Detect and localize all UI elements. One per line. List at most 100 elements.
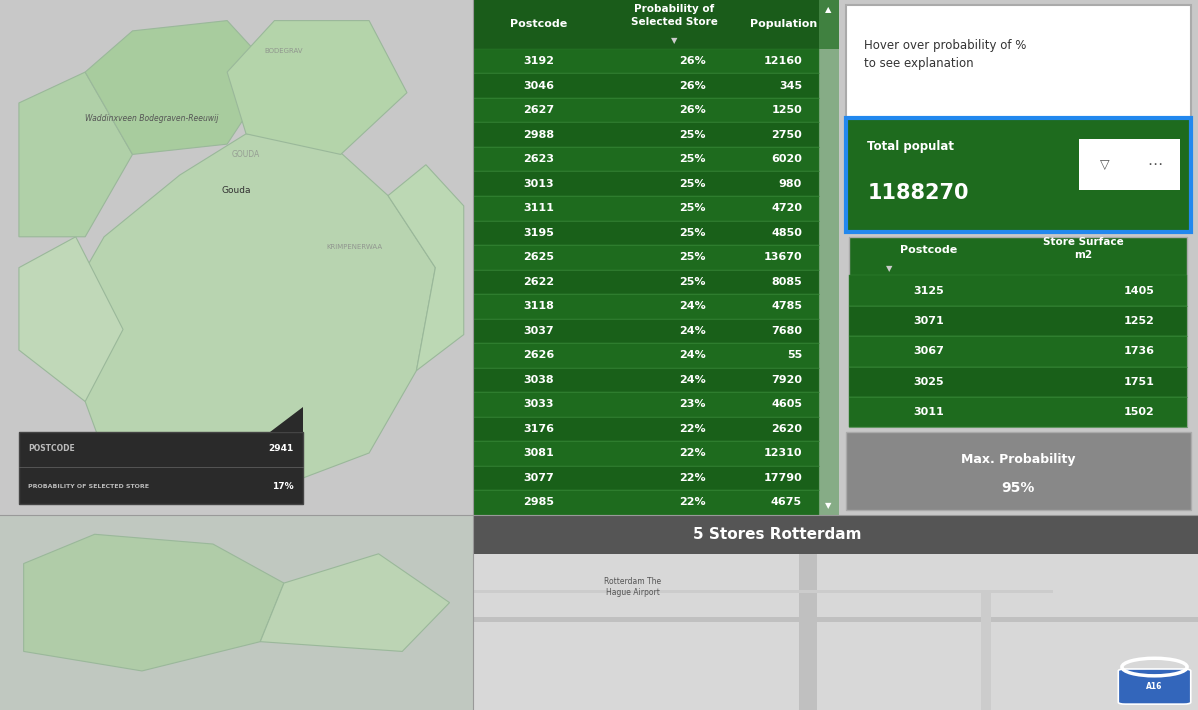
Polygon shape: [85, 21, 274, 154]
FancyBboxPatch shape: [818, 0, 839, 515]
FancyBboxPatch shape: [849, 275, 1187, 306]
FancyBboxPatch shape: [473, 122, 818, 147]
FancyBboxPatch shape: [473, 515, 1198, 554]
FancyBboxPatch shape: [849, 336, 1187, 366]
Text: 3071: 3071: [913, 316, 944, 326]
Text: 1736: 1736: [1124, 346, 1155, 356]
FancyBboxPatch shape: [849, 397, 1187, 427]
Text: Max. Probability: Max. Probability: [961, 453, 1076, 466]
Text: 17%: 17%: [272, 482, 294, 491]
Text: 6020: 6020: [772, 154, 803, 164]
FancyBboxPatch shape: [473, 221, 818, 245]
Polygon shape: [388, 165, 464, 371]
FancyBboxPatch shape: [846, 432, 1191, 510]
Text: 3195: 3195: [524, 228, 555, 238]
Text: 2620: 2620: [772, 424, 803, 434]
FancyBboxPatch shape: [473, 245, 818, 270]
Text: 3125: 3125: [913, 285, 944, 295]
Text: ▲: ▲: [825, 5, 831, 14]
Text: 95%: 95%: [1002, 481, 1035, 495]
Polygon shape: [0, 515, 473, 710]
Text: 4720: 4720: [772, 203, 803, 213]
Text: 3067: 3067: [913, 346, 944, 356]
FancyBboxPatch shape: [849, 236, 1187, 427]
Text: 2750: 2750: [772, 130, 803, 140]
Polygon shape: [56, 133, 435, 494]
FancyBboxPatch shape: [473, 343, 818, 368]
Text: 3046: 3046: [524, 81, 555, 91]
Text: ▼: ▼: [671, 36, 677, 45]
Text: 3038: 3038: [524, 375, 555, 385]
FancyBboxPatch shape: [473, 368, 818, 392]
FancyBboxPatch shape: [1079, 139, 1130, 190]
FancyBboxPatch shape: [473, 392, 818, 417]
Text: 2985: 2985: [524, 498, 555, 508]
FancyBboxPatch shape: [473, 196, 818, 221]
Text: 1405: 1405: [1124, 285, 1155, 295]
FancyBboxPatch shape: [473, 73, 818, 98]
Text: 22%: 22%: [679, 449, 706, 459]
Text: 25%: 25%: [679, 179, 706, 189]
Text: 2941: 2941: [268, 444, 294, 453]
Polygon shape: [260, 554, 449, 652]
FancyBboxPatch shape: [849, 306, 1187, 336]
Text: Rotterdam The
Hague Airport: Rotterdam The Hague Airport: [604, 577, 661, 597]
Text: 2625: 2625: [524, 252, 555, 262]
FancyBboxPatch shape: [473, 98, 818, 122]
Text: 25%: 25%: [679, 252, 706, 262]
Text: A16: A16: [1146, 682, 1163, 691]
FancyBboxPatch shape: [473, 319, 818, 343]
Text: 24%: 24%: [679, 301, 706, 312]
Text: 4785: 4785: [772, 301, 803, 312]
Text: Population: Population: [750, 19, 817, 29]
Text: 3077: 3077: [524, 473, 555, 483]
Text: GOUDA: GOUDA: [232, 150, 260, 159]
Text: 2626: 2626: [524, 350, 555, 361]
FancyBboxPatch shape: [473, 0, 839, 49]
Text: 25%: 25%: [679, 277, 706, 287]
FancyBboxPatch shape: [1130, 139, 1180, 190]
FancyBboxPatch shape: [980, 593, 992, 710]
Text: 2623: 2623: [524, 154, 555, 164]
Text: 5 Stores Rotterdam: 5 Stores Rotterdam: [694, 527, 861, 542]
Polygon shape: [19, 236, 123, 401]
Text: 1502: 1502: [1124, 407, 1155, 417]
Text: 3081: 3081: [524, 449, 555, 459]
Text: 7680: 7680: [772, 326, 803, 336]
Text: 2622: 2622: [524, 277, 555, 287]
Polygon shape: [228, 21, 407, 154]
FancyBboxPatch shape: [473, 270, 818, 294]
Text: Gouda: Gouda: [222, 186, 252, 195]
Text: ▼: ▼: [885, 264, 893, 273]
FancyBboxPatch shape: [799, 554, 817, 710]
Text: 22%: 22%: [679, 473, 706, 483]
Text: POSTCODE: POSTCODE: [29, 444, 75, 453]
FancyBboxPatch shape: [473, 49, 818, 73]
Text: 12160: 12160: [763, 56, 803, 66]
Text: Waddinxveen Bodegraven-Reeuwij: Waddinxveen Bodegraven-Reeuwij: [85, 114, 218, 123]
Text: 22%: 22%: [679, 498, 706, 508]
Text: 1252: 1252: [1124, 316, 1155, 326]
FancyBboxPatch shape: [473, 147, 818, 172]
Text: 3118: 3118: [524, 301, 555, 312]
Text: 3033: 3033: [524, 400, 555, 410]
Text: KRIMPENERWAA: KRIMPENERWAA: [327, 244, 383, 250]
Text: 25%: 25%: [679, 154, 706, 164]
Text: 25%: 25%: [679, 130, 706, 140]
Text: 3011: 3011: [913, 407, 944, 417]
FancyBboxPatch shape: [473, 554, 1198, 710]
Text: Total populat: Total populat: [867, 140, 955, 153]
Text: 55: 55: [787, 350, 803, 361]
Text: 22%: 22%: [679, 424, 706, 434]
Text: 26%: 26%: [679, 56, 706, 66]
Text: Store Surface
m2: Store Surface m2: [1042, 237, 1124, 260]
Text: 3013: 3013: [524, 179, 555, 189]
Text: Postcode: Postcode: [900, 245, 957, 256]
FancyBboxPatch shape: [473, 466, 818, 490]
Text: 3192: 3192: [524, 56, 555, 66]
Text: 12310: 12310: [763, 449, 803, 459]
Text: 17790: 17790: [763, 473, 803, 483]
Text: ⋯: ⋯: [1148, 157, 1162, 173]
Text: 4850: 4850: [772, 228, 803, 238]
FancyBboxPatch shape: [473, 490, 818, 515]
